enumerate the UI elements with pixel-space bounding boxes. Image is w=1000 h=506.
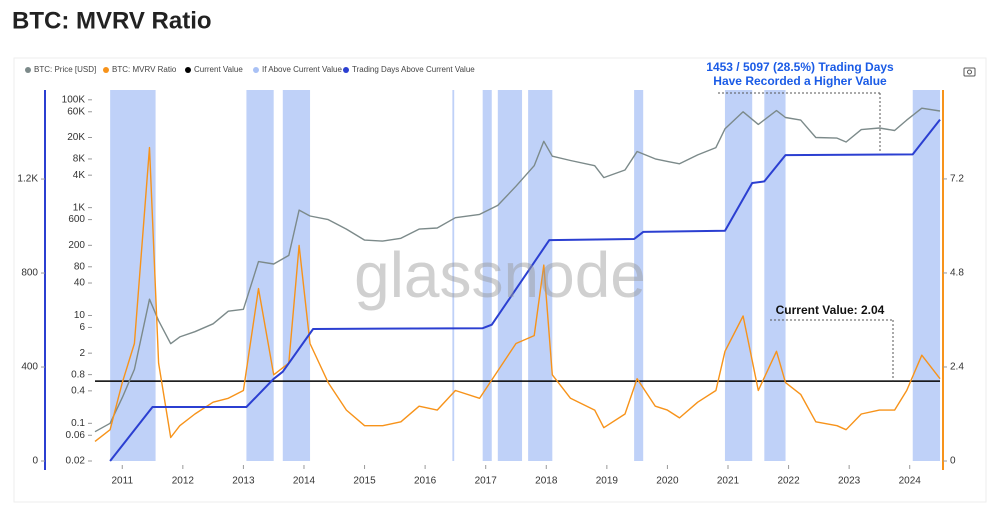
- y2-tick-label: 2.4: [950, 362, 964, 373]
- y2-tick-label: 4.8: [950, 268, 964, 279]
- series-line: [94, 146, 941, 442]
- legend-label: If Above Current Value: [262, 65, 342, 74]
- y-tick-label: 0.06: [66, 430, 86, 441]
- y-tick-label: 80: [74, 261, 86, 272]
- y-tick-label: 40: [74, 278, 86, 289]
- legend-swatch: [253, 67, 259, 73]
- legend-label: Current Value: [194, 65, 243, 74]
- y-tick-label: 2: [79, 348, 85, 359]
- y-tick-label: 200: [68, 240, 85, 251]
- y2-tick-label: 0: [950, 456, 956, 467]
- y-tick-label: 0.8: [71, 369, 85, 380]
- x-tick-label: 2020: [656, 476, 679, 487]
- x-tick-label: 2015: [353, 476, 376, 487]
- legend-swatch: [343, 67, 349, 73]
- y-tick-label: 0.1: [71, 418, 85, 429]
- highlight-band: [482, 90, 492, 461]
- legend-label: Trading Days Above Current Value: [352, 65, 475, 74]
- watermark: glassnode: [354, 239, 646, 311]
- y3-tick-label: 1.2K: [17, 174, 38, 185]
- y-tick-label: 60K: [67, 106, 85, 117]
- y-tick-label: 0.4: [71, 385, 85, 396]
- y-tick-label: 8K: [73, 154, 86, 165]
- y-tick-label: 600: [68, 214, 85, 225]
- x-tick-label: 2024: [899, 476, 922, 487]
- x-tick-label: 2022: [777, 476, 800, 487]
- legend-label: BTC: Price [USD]: [34, 65, 96, 74]
- annotation: Current Value: 2.04: [776, 303, 885, 317]
- series-line: [109, 118, 941, 462]
- annotation: 1453 / 5097 (28.5%) Trading Days: [706, 60, 894, 74]
- x-tick-label: 2023: [838, 476, 861, 487]
- y-tick-label: 100K: [62, 94, 86, 105]
- highlight-band: [452, 90, 455, 461]
- legend-swatch: [25, 67, 31, 73]
- annotation: Have Recorded a Higher Value: [713, 74, 887, 88]
- x-tick-label: 2011: [112, 476, 134, 487]
- x-tick-label: 2021: [717, 476, 740, 487]
- chart-frame: [13, 57, 987, 503]
- legend-swatch: [185, 67, 191, 73]
- x-tick-label: 2019: [596, 476, 619, 487]
- y-tick-label: 0.02: [66, 456, 86, 467]
- y3-tick-label: 0: [32, 456, 38, 467]
- x-tick-label: 2016: [414, 476, 437, 487]
- legend-swatch: [103, 67, 109, 73]
- highlight-band: [246, 90, 274, 461]
- legend-label: BTC: MVRV Ratio: [112, 65, 177, 74]
- camera-icon[interactable]: [963, 67, 976, 77]
- x-tick-label: 2014: [293, 476, 316, 487]
- x-tick-label: 2017: [475, 476, 498, 487]
- highlight-band: [497, 90, 523, 461]
- highlight-band: [724, 90, 753, 461]
- highlight-band: [764, 90, 786, 461]
- y-tick-label: 6: [79, 322, 85, 333]
- series-line: [94, 107, 941, 433]
- y3-tick-label: 400: [21, 362, 38, 373]
- highlight-band: [634, 90, 644, 461]
- y-tick-label: 10: [74, 310, 86, 321]
- x-tick-label: 2013: [232, 476, 255, 487]
- chart-title: BTC: MVRV Ratio: [12, 7, 212, 34]
- x-tick-label: 2012: [172, 476, 195, 487]
- x-tick-label: 2018: [535, 476, 558, 487]
- y-tick-label: 1K: [73, 202, 86, 213]
- y2-tick-label: 7.2: [950, 174, 964, 185]
- y-tick-label: 20K: [67, 132, 85, 143]
- highlight-band: [912, 90, 940, 461]
- y-tick-label: 4K: [73, 170, 86, 181]
- y3-tick-label: 800: [21, 268, 38, 279]
